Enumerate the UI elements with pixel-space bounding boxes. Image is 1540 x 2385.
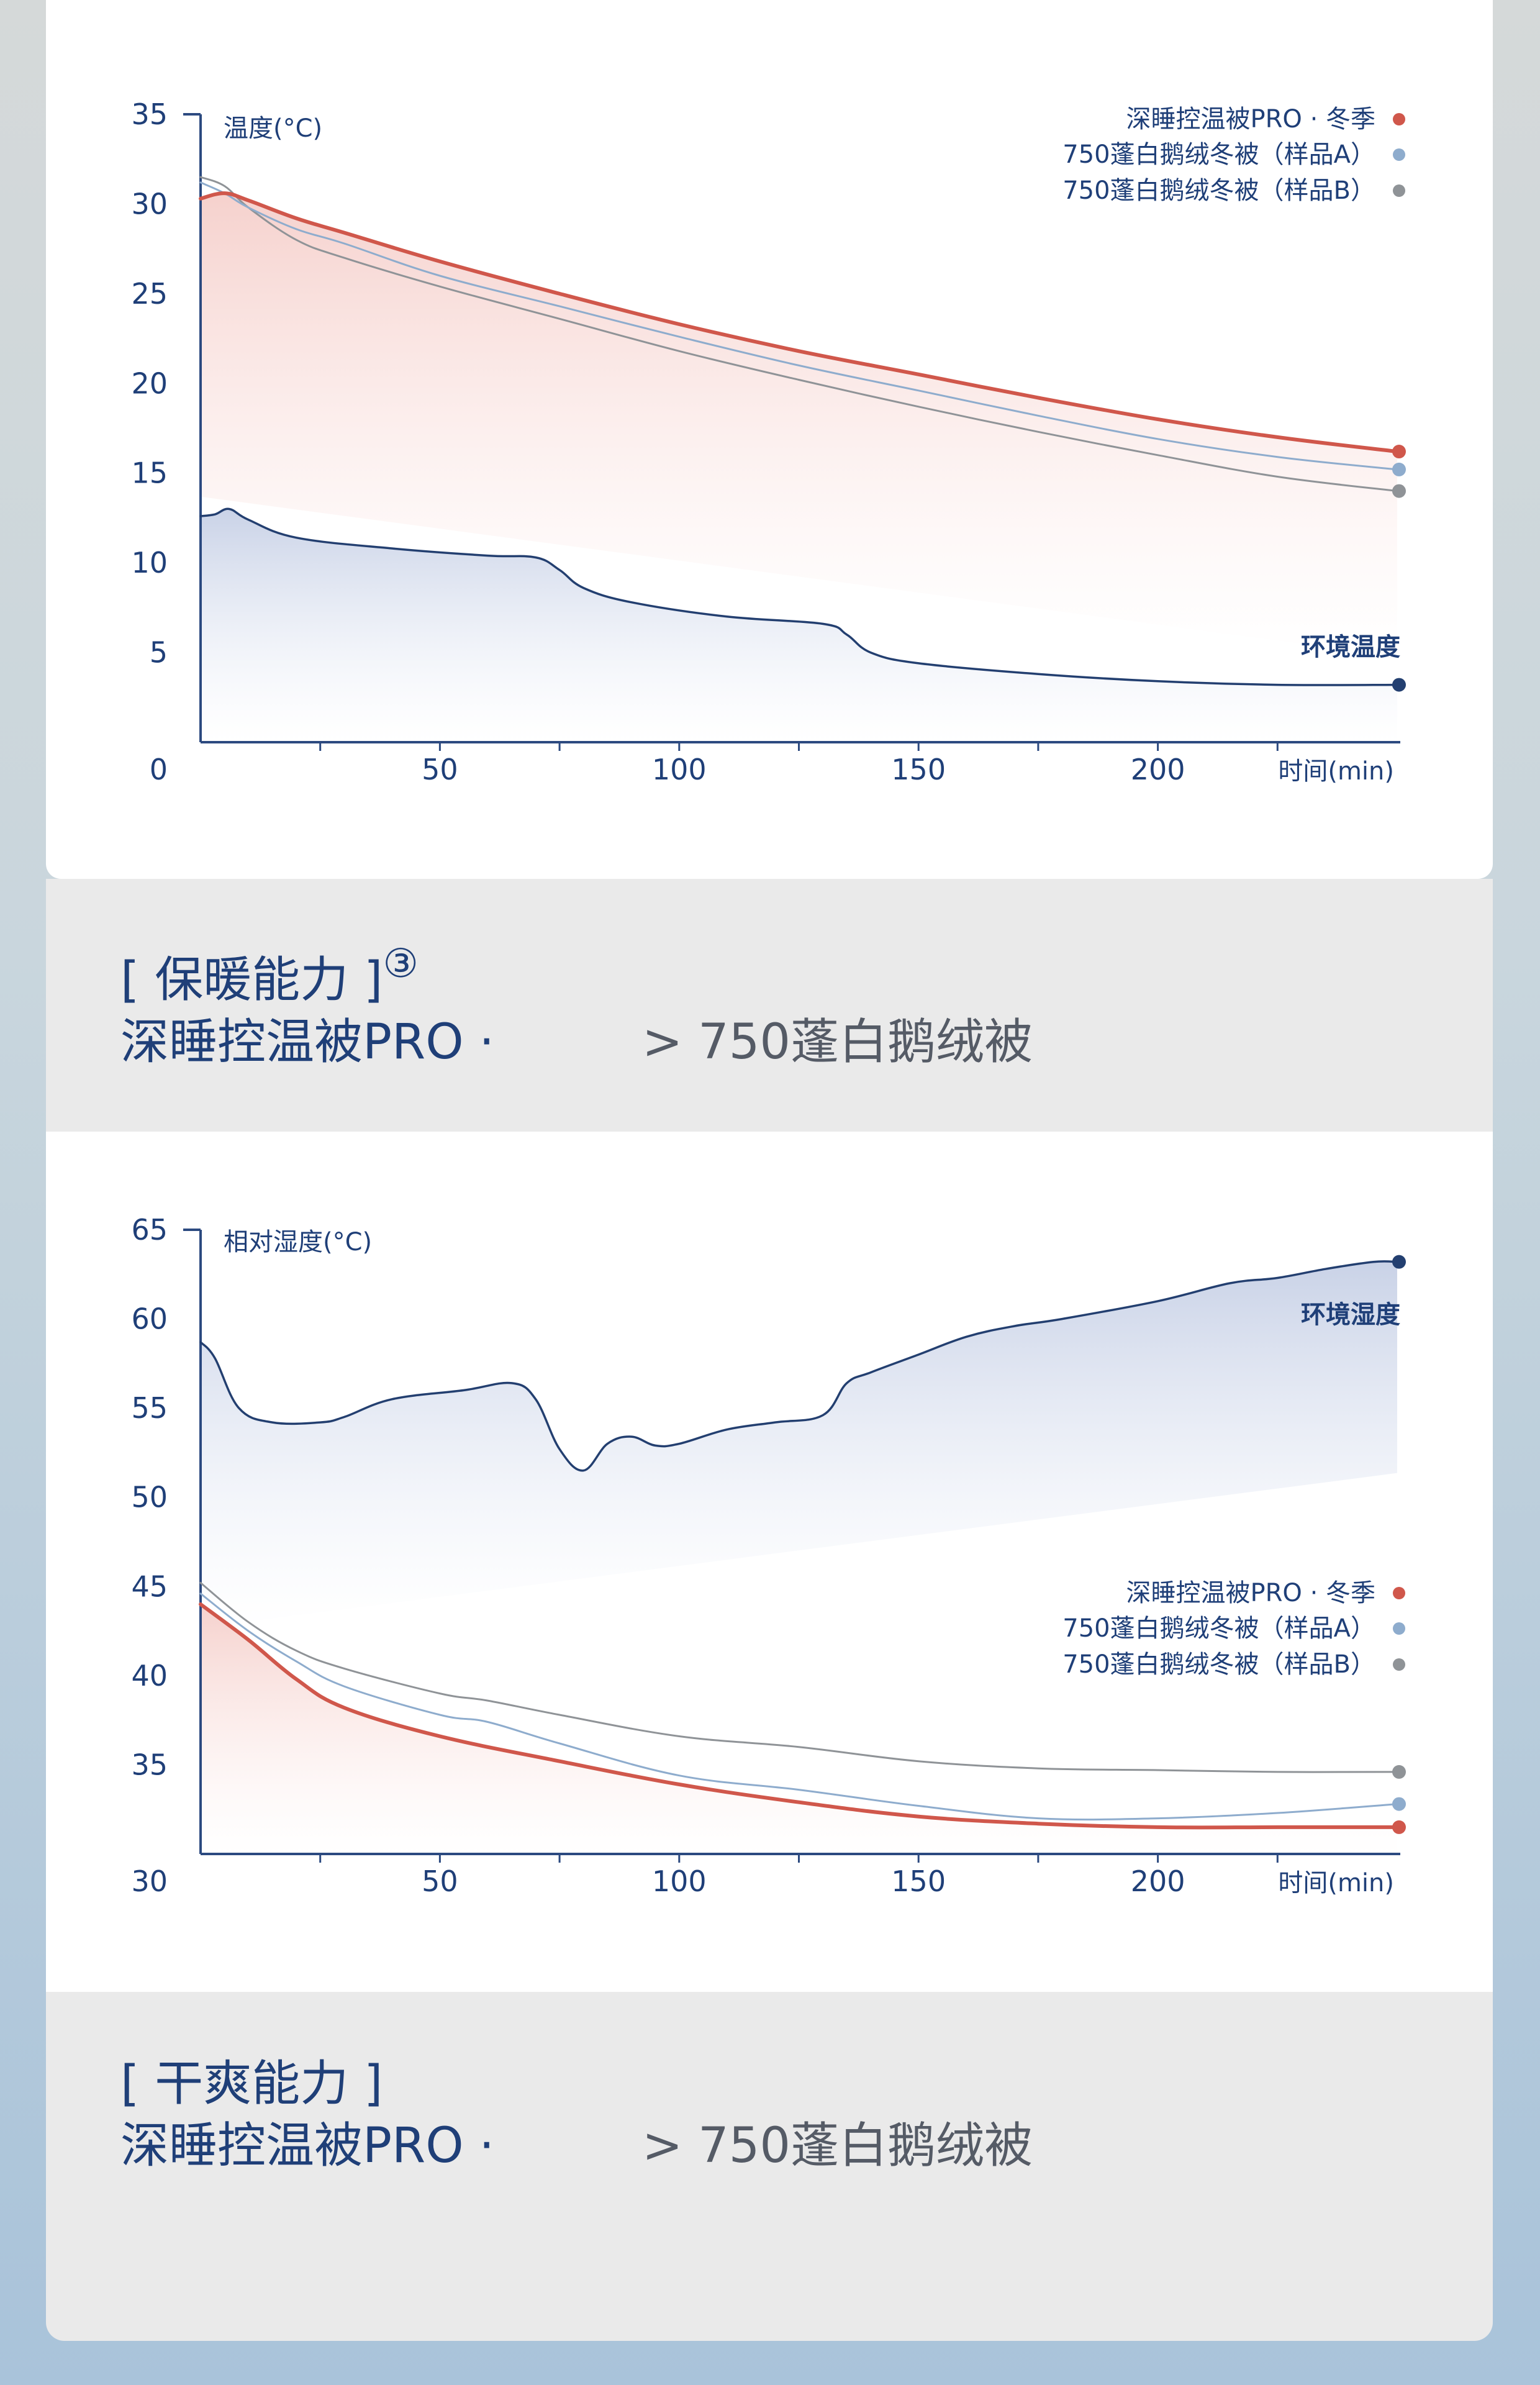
legend-dot xyxy=(1393,113,1405,125)
y-tick-label: 5 xyxy=(150,636,168,670)
y-tick-label: 10 xyxy=(131,546,168,579)
y-tick-label: 55 xyxy=(131,1391,168,1425)
legend-label: 深睡控温被PRO · 冬季 xyxy=(1126,105,1375,134)
humidity-chart: 65 60 55 50 45 40 35 30 50 100 150 200 相对湿度(°C) 时间(mi… xyxy=(131,1213,1406,1898)
series-end-point-2 xyxy=(1392,484,1406,498)
series-line-0 xyxy=(199,1602,1399,1830)
legend-dot xyxy=(1393,1658,1405,1671)
y-axis-label: 温度(°C) xyxy=(224,114,322,143)
legend-label: 深睡控温被PRO · 冬季 xyxy=(1126,1579,1375,1607)
ambient-annotation: 环境温度 xyxy=(1301,633,1400,661)
dryness-caption-title: [ 干爽能力 ] xyxy=(120,2056,383,2112)
x-tick-label: 50 xyxy=(422,1865,458,1898)
warmth-caption-subject: 深睡控温被PRO · xyxy=(120,1014,495,1070)
series-line-1 xyxy=(199,1592,1398,1821)
y-tick-label: 45 xyxy=(131,1570,168,1603)
y-tick-label: 30 xyxy=(131,187,168,220)
y-tick-label: 20 xyxy=(131,366,168,400)
legend-dot xyxy=(1393,148,1405,161)
series-line-3 xyxy=(199,507,1398,686)
y-tick-label: 65 xyxy=(131,1213,168,1247)
warmth-caption-compare: > 750蓬白鹅绒被 xyxy=(642,1014,1033,1070)
series-end-point-3 xyxy=(1392,678,1406,692)
series-end-point-0 xyxy=(1392,1820,1406,1834)
series-line-2 xyxy=(199,1582,1398,1773)
y-tick-label: 15 xyxy=(131,457,168,490)
x-tick-label: 200 xyxy=(1131,1865,1185,1898)
series-end-point-3 xyxy=(1392,1255,1406,1269)
y-tick-label: 0 xyxy=(150,753,168,786)
legend-label: 750蓬白鹅绒冬被（样品A） xyxy=(1062,1614,1375,1643)
dryness-caption-subject: 深睡控温被PRO · xyxy=(120,2118,495,2174)
series-end-point-0 xyxy=(1392,445,1406,459)
x-axis-label: 时间(min) xyxy=(1278,1869,1394,1897)
dryness-caption: [ 干爽能力 ] 深睡控温被PRO · > 750蓬白鹅绒被 xyxy=(46,1992,1493,2341)
series-end-point-1 xyxy=(1392,1797,1406,1811)
warmth-footnote: ③ xyxy=(383,941,419,987)
y-tick-label: 25 xyxy=(131,277,168,311)
x-tick-label: 200 xyxy=(1131,753,1185,786)
y-tick-label: 50 xyxy=(131,1481,168,1514)
series-line-0 xyxy=(199,191,1399,454)
series-line-2 xyxy=(199,176,1398,493)
warmth-caption: [ 保暖能力 ]③ 深睡控温被PRO · > 750蓬白鹅绒被 xyxy=(46,879,1493,1132)
dryness-caption-compare: > 750蓬白鹅绒被 xyxy=(642,2118,1033,2174)
series-end-point-2 xyxy=(1392,1765,1406,1779)
x-tick-label: 100 xyxy=(652,753,707,786)
legend-label: 750蓬白鹅绒冬被（样品A） xyxy=(1062,140,1375,169)
legend-dot xyxy=(1393,1587,1405,1599)
y-tick-label: 30 xyxy=(131,1865,168,1898)
legend-dot xyxy=(1393,184,1405,197)
y-tick-label: 40 xyxy=(131,1659,168,1692)
ambient-series-fill xyxy=(201,1261,1397,1628)
y-axis-label: 相对湿度(°C) xyxy=(224,1228,372,1256)
x-tick-label: 50 xyxy=(422,753,458,786)
y-tick-label: 35 xyxy=(131,1748,168,1781)
warmth-title-text: [ 保暖能力 ] xyxy=(120,952,383,1008)
y-tick-label: 60 xyxy=(131,1302,168,1336)
warmth-caption-title: [ 保暖能力 ]③ xyxy=(120,941,419,1011)
legend-label: 750蓬白鹅绒冬被（样品B） xyxy=(1062,1650,1375,1679)
series-line-3 xyxy=(199,1260,1398,1472)
x-axis-label: 时间(min) xyxy=(1278,757,1394,786)
x-tick-label: 100 xyxy=(652,1865,707,1898)
ambient-series-fill xyxy=(201,509,1397,742)
pro-series-fill xyxy=(201,1604,1397,1854)
x-tick-label: 150 xyxy=(891,753,946,786)
y-tick-label: 35 xyxy=(131,98,168,131)
series-end-point-1 xyxy=(1392,462,1406,476)
pro-series-fill xyxy=(201,193,1397,657)
ambient-annotation: 环境湿度 xyxy=(1301,1301,1400,1329)
x-tick-label: 150 xyxy=(891,1865,946,1898)
series-line-1 xyxy=(199,181,1398,471)
legend-dot xyxy=(1393,1622,1405,1635)
legend-label: 750蓬白鹅绒冬被（样品B） xyxy=(1062,176,1375,205)
